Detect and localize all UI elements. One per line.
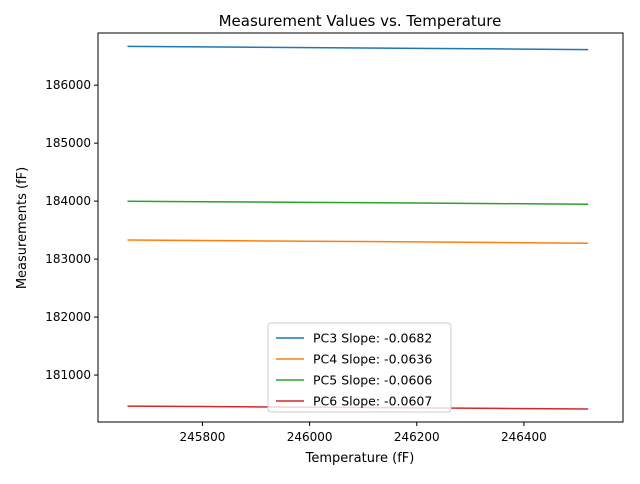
y-tick-label: 182000: [45, 310, 91, 324]
y-tick-label: 186000: [45, 78, 91, 92]
legend-box: [267, 322, 452, 413]
y-tick-label: 184000: [45, 194, 91, 208]
legend-label: PC4 Slope: -0.0636: [313, 352, 432, 367]
chart-title: Measurement Values vs. Temperature: [219, 12, 502, 30]
x-axis-label: Temperature (fF): [305, 451, 415, 466]
x-tick-label: 246400: [501, 430, 547, 444]
series-line-1: [127, 239, 589, 244]
y-axis: 181000 182000 183000 184000 185000 186000: [45, 78, 98, 382]
series-line-0: [127, 45, 589, 51]
y-tick-label: 183000: [45, 252, 91, 266]
y-axis-label: Measurements (fF): [15, 167, 30, 289]
y-tick-label: 181000: [45, 368, 91, 382]
legend: PC3 Slope: -0.0682 PC4 Slope: -0.0636 PC5 …: [267, 322, 452, 413]
x-tick-label: 246200: [394, 430, 440, 444]
plot-frame: [97, 32, 624, 423]
legend-label: PC6 Slope: -0.0607: [313, 394, 432, 409]
y-tick-label: 185000: [45, 136, 91, 150]
x-tick-label: 246000: [287, 430, 333, 444]
series-line-2: [127, 200, 589, 206]
x-axis: 245800 246000 246200 246400: [180, 422, 547, 444]
legend-label: PC5 Slope: -0.0606: [313, 373, 432, 388]
legend-label: PC3 Slope: -0.0682: [313, 331, 432, 346]
x-tick-label: 245800: [180, 430, 226, 444]
